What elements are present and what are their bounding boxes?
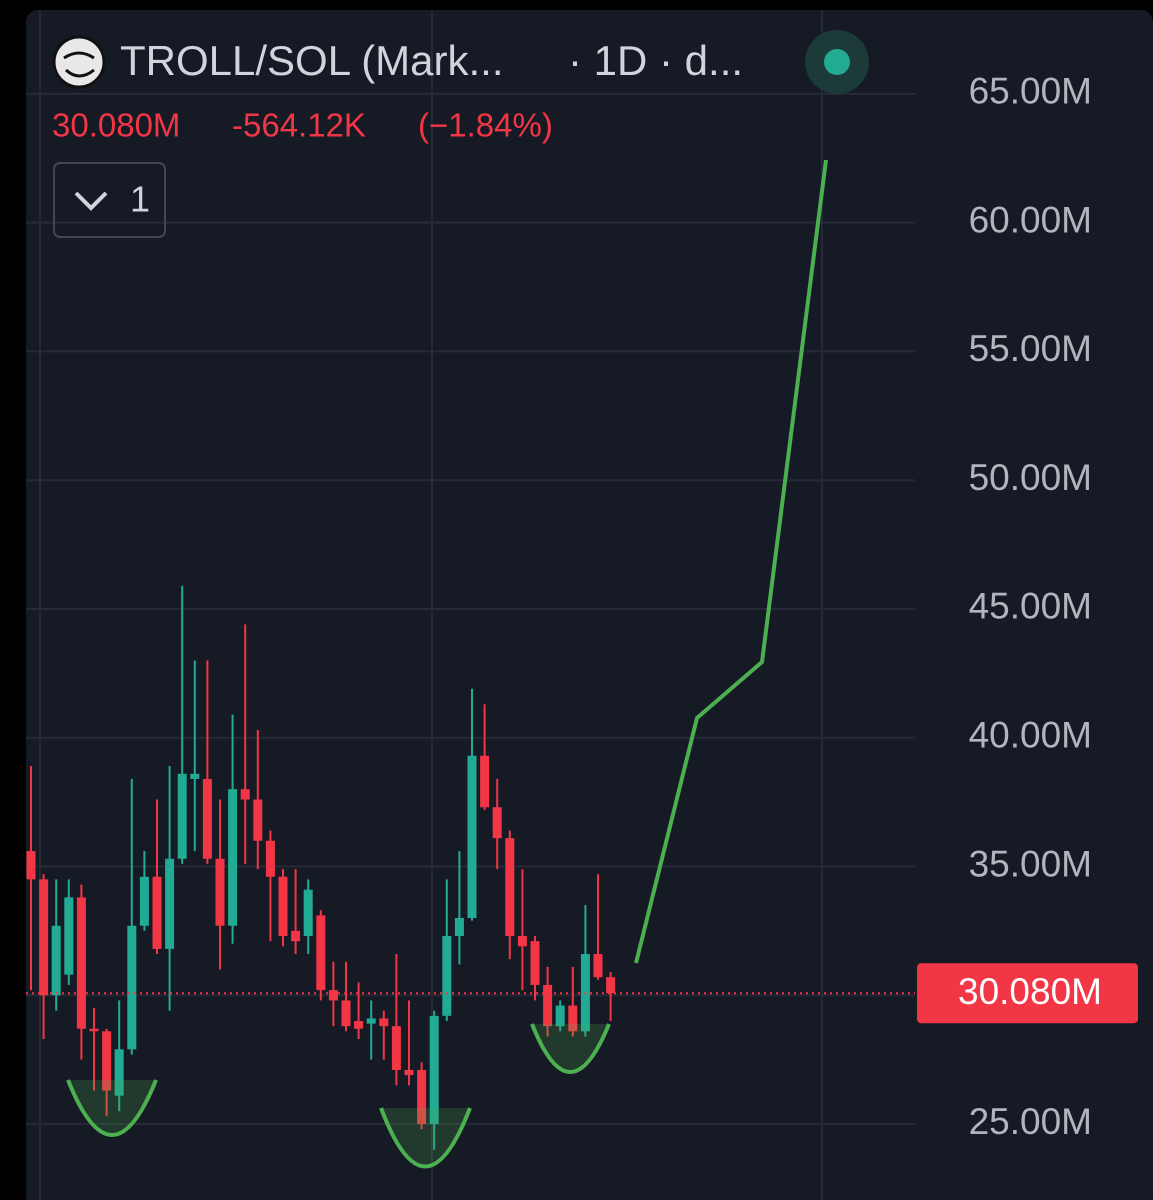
- candle-body: [593, 954, 603, 978]
- chevron-icon: [74, 191, 108, 211]
- candle-body: [555, 1005, 565, 1027]
- projection-line: [634, 159, 828, 964]
- candle-body: [341, 1000, 351, 1027]
- symbol-icon-border: [52, 35, 106, 89]
- candle-body: [454, 918, 464, 937]
- candle-body: [480, 755, 490, 808]
- status-dot: [824, 49, 850, 75]
- candle-body: [240, 789, 250, 800]
- candle-body: [429, 1015, 439, 1125]
- candle-body: [26, 851, 36, 880]
- last-price-tag: [917, 963, 1138, 1024]
- candle-body: [316, 915, 326, 991]
- candle-body: [492, 807, 502, 839]
- change-pct: (−1.84%): [418, 107, 553, 144]
- candle-body: [127, 925, 137, 1050]
- change: -564.12K: [232, 107, 366, 144]
- y-tick-label: 60.00M: [969, 199, 1092, 240]
- candle-body: [265, 840, 275, 877]
- candle-body: [530, 941, 540, 985]
- plot-area: [26, 585, 616, 1150]
- candle-body: [253, 799, 263, 841]
- candle-body: [543, 984, 553, 1027]
- cup-annotation: [66, 1079, 158, 1137]
- y-tick-label: 65.00M: [969, 71, 1092, 112]
- candle-body: [379, 1018, 389, 1027]
- symbol-icon: [54, 37, 104, 87]
- y-tick-label: 35.00M: [969, 843, 1092, 884]
- y-tick-label: 40.00M: [969, 715, 1092, 756]
- candle-body: [442, 936, 452, 1016]
- candle-body: [76, 897, 86, 1029]
- candle-body: [89, 1028, 99, 1032]
- cup-annotation: [379, 1107, 472, 1169]
- candle-body: [215, 858, 225, 926]
- indicator-button[interactable]: [53, 162, 166, 238]
- candle-body: [354, 1021, 364, 1029]
- candle-body: [190, 773, 200, 779]
- candle-body: [177, 773, 187, 859]
- candle-body: [568, 1005, 578, 1032]
- candle-body: [152, 876, 162, 949]
- candle-body: [505, 838, 515, 937]
- candle-body: [517, 936, 527, 947]
- last-price-label: 30.080M: [958, 971, 1102, 1012]
- candle-body: [114, 1049, 124, 1096]
- chart-title: TROLL/SOL (Mark...: [120, 37, 504, 84]
- candle-body: [391, 1026, 401, 1070]
- candle-body: [139, 876, 149, 926]
- candle-body: [417, 1069, 427, 1125]
- last-value: 30.080M: [52, 107, 180, 144]
- candle-body: [64, 897, 74, 975]
- cup-annotation: [530, 1023, 611, 1074]
- candle-body: [51, 925, 61, 996]
- candle-body: [278, 876, 288, 937]
- candle-body: [165, 858, 175, 949]
- candle-body: [291, 930, 301, 942]
- annotations: [66, 159, 828, 1169]
- candle-body: [228, 789, 238, 926]
- symbol-icon-face: [63, 51, 95, 78]
- candle-body: [328, 990, 338, 1001]
- candle-body: [366, 1018, 376, 1024]
- candle-body: [467, 755, 477, 919]
- candle-body: [606, 977, 616, 994]
- y-tick-label: 50.00M: [969, 457, 1092, 498]
- indicator-count: 1: [130, 179, 150, 220]
- candle-body: [202, 778, 212, 859]
- y-tick-label: 25.00M: [969, 1101, 1092, 1142]
- candle-body: [303, 889, 313, 937]
- y-tick-label: 55.00M: [969, 328, 1092, 369]
- candle-body: [102, 1031, 112, 1091]
- y-tick-label: 45.00M: [969, 586, 1092, 627]
- chart-subtitle: · 1D · d...: [568, 37, 743, 84]
- candle-body: [404, 1069, 414, 1076]
- candle-body: [39, 879, 49, 996]
